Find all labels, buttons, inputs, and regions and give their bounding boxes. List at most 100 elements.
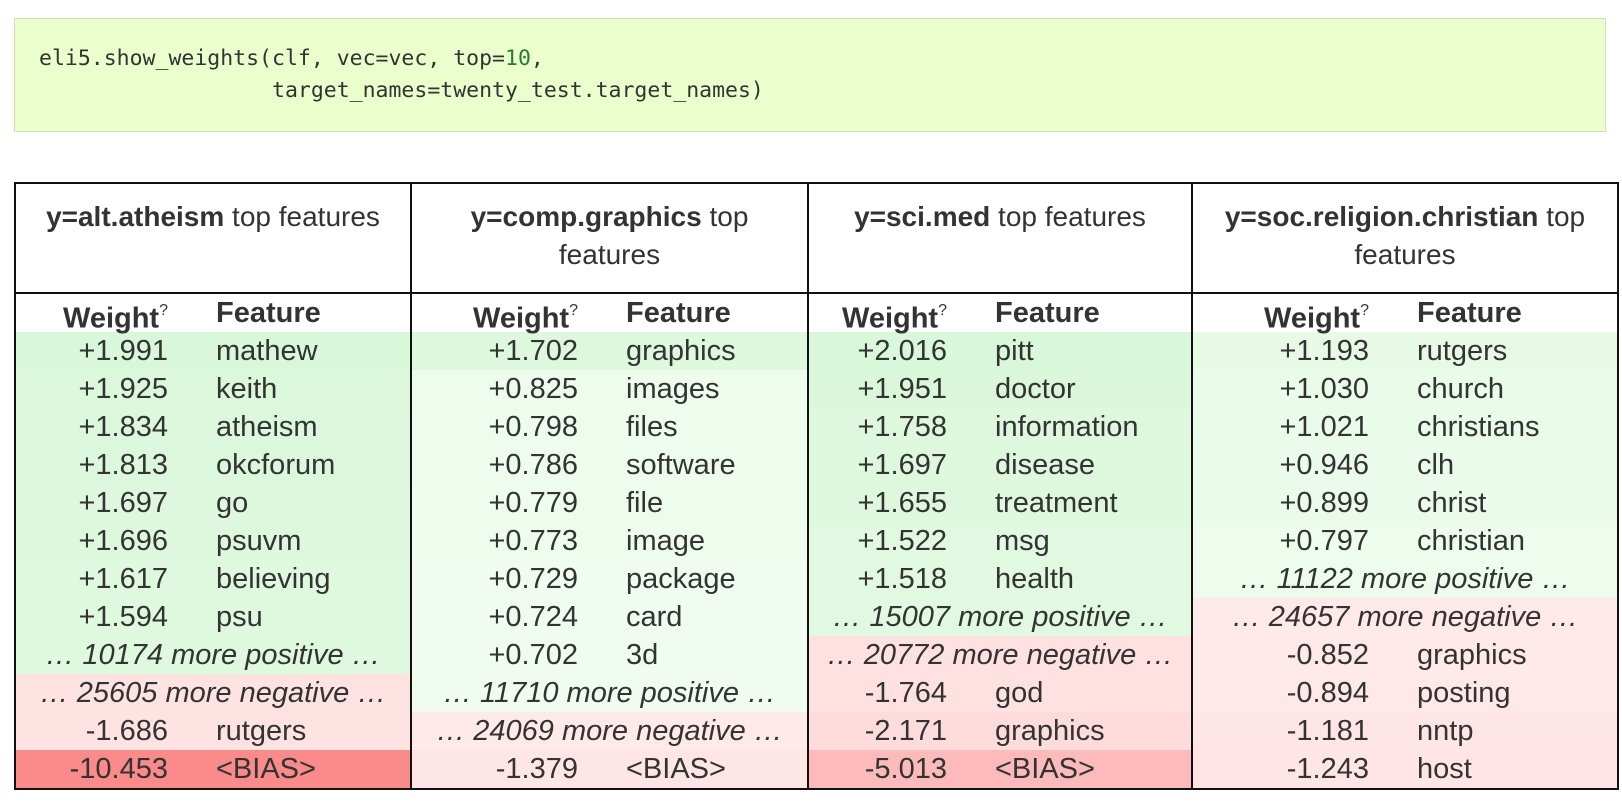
table-row: -0.894 posting	[1193, 674, 1617, 712]
weights-table: y=sci.med top features Weight? Feature +2.0…	[807, 182, 1193, 790]
feature-name: christian	[1417, 525, 1525, 557]
feature-name: <BIAS>	[216, 753, 316, 785]
table-row: +0.702 3d	[412, 636, 807, 674]
feature-name: graphics	[1417, 639, 1527, 671]
more-features-text: … 24069 more negative …	[436, 715, 783, 747]
more-features-row: … 20772 more negative …	[809, 636, 1191, 674]
weights-table: y=comp.graphics top features Weight? Featu…	[410, 182, 809, 790]
weight-value: +1.518	[857, 563, 947, 595]
feature-column-header: Feature	[626, 297, 731, 329]
weight-value: +0.946	[1279, 449, 1369, 481]
weight-value: -1.243	[1286, 753, 1369, 785]
weight-header-label: Weight	[841, 302, 939, 335]
feature-name: file	[626, 487, 664, 519]
more-features-text: … 25605 more negative …	[39, 677, 387, 709]
weight-value: +1.925	[78, 373, 168, 405]
table-row: +2.016 pitt	[809, 332, 1191, 370]
weight-value: +1.696	[78, 525, 168, 557]
feature-name: disease	[995, 449, 1095, 481]
feature-name: package	[626, 563, 736, 595]
weight-value: +0.779	[488, 487, 578, 519]
weight-help-marker[interactable]: ?	[159, 302, 168, 319]
feature-name: okcforum	[216, 449, 336, 481]
feature-name: health	[995, 563, 1075, 595]
feature-name: 3d	[626, 639, 659, 671]
table-row: +1.991 mathew	[16, 332, 410, 370]
feature-name: graphics	[626, 335, 736, 367]
feature-name: card	[626, 601, 683, 633]
feature-name: host	[1417, 753, 1472, 785]
weight-value: +1.697	[857, 449, 947, 481]
table-row: +0.825 images	[412, 370, 807, 408]
table-row: +1.702 graphics	[412, 332, 807, 370]
table-row: +1.951 doctor	[809, 370, 1191, 408]
code-line-2: target_names=twenty_test.target_names)	[39, 78, 764, 103]
feature-name: rutgers	[1417, 335, 1508, 367]
feature-name: atheism	[216, 411, 318, 443]
weight-column-header: Weight?	[1193, 294, 1369, 335]
table-row: +1.655 treatment	[809, 484, 1191, 522]
code-line-1: eli5.show_weights(clf, vec=vec, top=10,	[39, 43, 544, 75]
weight-value: -1.686	[85, 715, 168, 747]
weight-value: -1.181	[1286, 715, 1369, 747]
table-caption: y=soc.religion.christian top features	[1193, 184, 1617, 294]
more-features-text: … 11122 more positive …	[1239, 563, 1571, 595]
weights-table: y=soc.religion.christian top features Wei…	[1191, 182, 1619, 790]
table-row: +1.518 health	[809, 560, 1191, 598]
feature-name: graphics	[995, 715, 1105, 747]
feature-name: images	[626, 373, 720, 405]
target-label: y=alt.atheism	[46, 201, 225, 232]
feature-name: <BIAS>	[626, 753, 726, 785]
feature-name: pitt	[995, 335, 1034, 367]
weight-value: +1.834	[78, 411, 168, 443]
table-row: +1.925 keith	[16, 370, 410, 408]
weights-table: y=alt.atheism top features Weight? Feature…	[14, 182, 412, 790]
table-row: -5.013 <BIAS>	[809, 750, 1191, 788]
more-features-text: … 24657 more negative …	[1231, 601, 1579, 633]
table-header-row: Weight? Feature	[809, 294, 1191, 335]
feature-name: msg	[995, 525, 1050, 557]
table-header-row: Weight? Feature	[412, 294, 807, 335]
more-features-row: … 25605 more negative …	[16, 674, 410, 712]
weight-help-marker[interactable]: ?	[938, 302, 947, 319]
weight-value: +1.702	[488, 335, 578, 367]
weight-value: +1.193	[1279, 335, 1369, 367]
feature-name: church	[1417, 373, 1505, 405]
weight-value: -10.453	[69, 753, 168, 785]
table-row: +1.030 church	[1193, 370, 1617, 408]
weight-value: -1.379	[495, 753, 578, 785]
weight-value: +0.729	[488, 563, 578, 595]
target-label: y=sci.med	[854, 201, 991, 232]
weight-value: +1.594	[78, 601, 168, 633]
more-features-row: … 15007 more positive …	[809, 598, 1191, 636]
more-features-row: … 11710 more positive …	[412, 674, 807, 712]
table-row: +1.617 believing	[16, 560, 410, 598]
code-text: eli5.show_weights(clf, vec=vec, top=	[39, 46, 505, 71]
weight-value: +0.786	[488, 449, 578, 481]
target-label: y=comp.graphics	[470, 201, 702, 232]
weight-help-marker[interactable]: ?	[569, 302, 578, 319]
weight-column-header: Weight?	[16, 294, 168, 335]
feature-name: psu	[216, 601, 263, 633]
weight-value: +0.798	[488, 411, 578, 443]
weight-column-header: Weight?	[809, 294, 947, 335]
weight-header-label: Weight	[1263, 302, 1361, 335]
table-row: -1.764 god	[809, 674, 1191, 712]
weight-value: +0.702	[488, 639, 578, 671]
target-label: y=soc.religion.christian	[1224, 201, 1539, 232]
feature-name: psuvm	[216, 525, 302, 557]
caption-suffix: top features	[1354, 201, 1586, 270]
table-row: +0.798 files	[412, 408, 807, 446]
weight-help-marker[interactable]: ?	[1360, 302, 1369, 319]
more-features-text: … 10174 more positive …	[45, 639, 381, 671]
table-row: -1.243 host	[1193, 750, 1617, 788]
feature-name: image	[626, 525, 705, 557]
table-row: +0.786 software	[412, 446, 807, 484]
caption-suffix: top features	[224, 201, 380, 232]
feature-name: christ	[1417, 487, 1487, 519]
caption-suffix: top features	[558, 201, 749, 270]
table-row: +0.899 christ	[1193, 484, 1617, 522]
table-caption: y=alt.atheism top features	[16, 184, 410, 294]
more-features-text: … 11710 more positive …	[442, 677, 777, 709]
code-cell[interactable]: eli5.show_weights(clf, vec=vec, top=10, …	[14, 18, 1606, 132]
